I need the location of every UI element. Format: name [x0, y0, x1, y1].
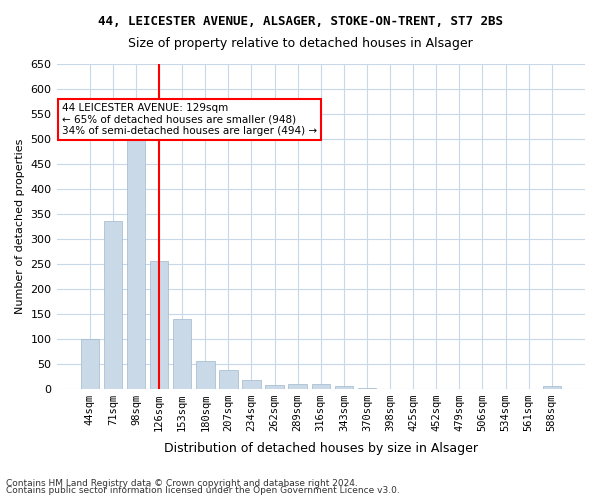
Text: 44, LEICESTER AVENUE, ALSAGER, STOKE-ON-TRENT, ST7 2BS: 44, LEICESTER AVENUE, ALSAGER, STOKE-ON-… — [97, 15, 503, 28]
Y-axis label: Number of detached properties: Number of detached properties — [15, 138, 25, 314]
Bar — [219, 370, 238, 388]
Bar — [104, 222, 122, 388]
Bar — [127, 136, 145, 388]
Bar — [150, 261, 169, 388]
Text: Contains HM Land Registry data © Crown copyright and database right 2024.: Contains HM Land Registry data © Crown c… — [6, 478, 358, 488]
Text: 44 LEICESTER AVENUE: 129sqm
← 65% of detached houses are smaller (948)
34% of se: 44 LEICESTER AVENUE: 129sqm ← 65% of det… — [62, 103, 317, 136]
Text: Size of property relative to detached houses in Alsager: Size of property relative to detached ho… — [128, 38, 472, 51]
Bar — [265, 384, 284, 388]
Bar — [311, 384, 330, 388]
Bar — [242, 380, 261, 388]
Bar — [80, 338, 99, 388]
Text: Contains public sector information licensed under the Open Government Licence v3: Contains public sector information licen… — [6, 486, 400, 495]
X-axis label: Distribution of detached houses by size in Alsager: Distribution of detached houses by size … — [164, 442, 478, 455]
Bar — [335, 386, 353, 388]
Bar — [289, 384, 307, 388]
Bar — [542, 386, 561, 388]
Bar — [173, 318, 191, 388]
Bar — [196, 361, 215, 388]
